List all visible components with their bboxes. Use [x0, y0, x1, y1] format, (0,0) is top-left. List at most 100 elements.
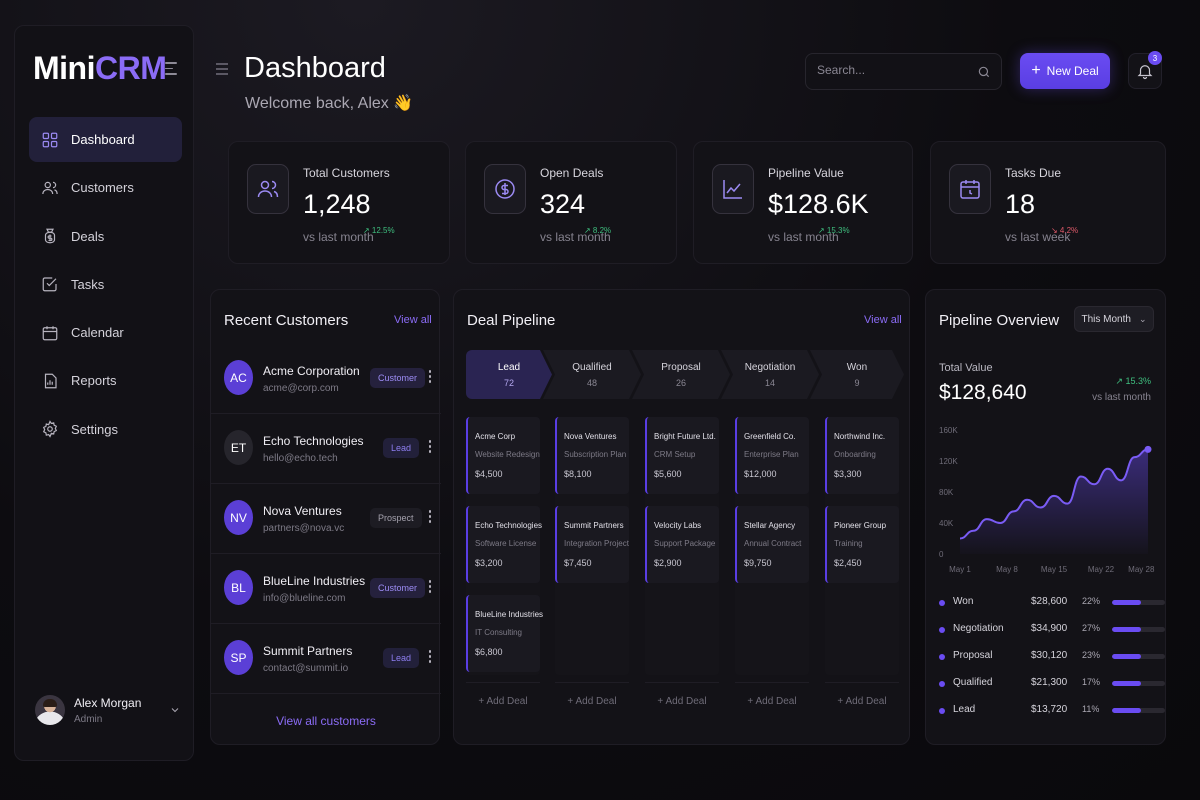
legend-progress-fill [1112, 708, 1142, 713]
stat-comparison: vs last month [303, 230, 374, 244]
stage-lead[interactable]: Lead 72 [466, 350, 552, 399]
deal-card[interactable]: Pioneer Group Training $2,450 [825, 506, 899, 583]
customer-email: partners@nova.vc [263, 523, 345, 534]
stage-count: 9 [854, 377, 860, 388]
add-deal-button[interactable]: + Add Deal [555, 682, 629, 719]
customer-name: Nova Ventures [263, 504, 342, 518]
app-logo[interactable]: MiniCRM [33, 50, 167, 87]
stat-change: ↘ 4.2% [1051, 226, 1079, 235]
legend-amount: $28,600 [1031, 596, 1068, 607]
deal-card[interactable]: Nova Ventures Subscription Plan $8,100 [555, 417, 629, 494]
deal-card[interactable]: BlueLine Industries IT Consulting $6,800 [466, 595, 543, 672]
list-item[interactable]: ET Echo Technologies hello@echo.tech Lea… [211, 414, 441, 484]
legend-name: Negotiation [953, 623, 1004, 634]
avatar [35, 695, 65, 725]
user-menu[interactable]: Alex Morgan Admin [35, 690, 185, 730]
sidebar-item-customers[interactable]: Customers [29, 165, 182, 210]
deal-card[interactable]: Summit Partners Integration Project $7,4… [555, 506, 629, 583]
customer-avatar: BL [224, 570, 253, 605]
add-deal-button[interactable]: + Add Deal [825, 682, 899, 719]
search-box[interactable] [805, 53, 1002, 90]
deal-card[interactable]: Echo Technologies Software License $3,20… [466, 506, 542, 583]
deal-amount: $9,750 [744, 558, 772, 568]
period-select[interactable]: This Month ⌄ [1074, 306, 1154, 332]
stat-label: Total Customers [303, 166, 390, 180]
x-tick-label: May 22 [1088, 565, 1115, 574]
list-item[interactable]: NV Nova Ventures partners@nova.vc Prospe… [211, 484, 441, 554]
deal-card[interactable]: Velocity Labs Support Package $2,900 [645, 506, 719, 583]
grid-icon [42, 132, 58, 147]
stat-comparison: vs last month [540, 230, 611, 244]
list-item[interactable]: AC Acme Corporation acme@corp.com Custom… [211, 344, 441, 414]
more-options-icon[interactable] [427, 650, 433, 664]
more-options-icon[interactable] [427, 510, 433, 524]
legend-row-won: Won $28,600 22% [939, 595, 1165, 611]
view-all-link[interactable]: View all [394, 314, 432, 326]
legend-dot [939, 708, 945, 714]
stage-name: Proposal [661, 361, 701, 373]
sidebar-item-deals[interactable]: Deals [29, 214, 182, 259]
deal-card[interactable]: Stellar Agency Annual Contract $9,750 [735, 506, 809, 583]
sidebar-item-tasks[interactable]: Tasks [29, 262, 182, 307]
pipeline-overview-panel: Pipeline Overview This Month ⌄ Total Val… [925, 289, 1166, 745]
deal-card[interactable]: Acme Corp Website Redesign $4,500 [466, 417, 540, 494]
more-options-icon[interactable] [427, 370, 433, 384]
y-tick-label: 120K [939, 457, 958, 466]
stat-card-total-customers: Total Customers 1,248 vs last month ↗ 12… [228, 141, 450, 264]
stage-won[interactable]: Won 9 [810, 350, 904, 399]
plus-icon: + [1031, 62, 1041, 79]
stage-count: 72 [503, 377, 514, 388]
legend-progress [1112, 681, 1165, 686]
customer-email: acme@corp.com [263, 383, 339, 394]
legend-row-proposal: Proposal $30,120 23% [939, 649, 1165, 665]
stage-proposal[interactable]: Proposal 26 [632, 350, 730, 399]
legend-percent: 22% [1082, 596, 1101, 606]
chevron-down-icon[interactable] [169, 704, 181, 716]
new-deal-label: New Deal [1046, 64, 1099, 78]
sidebar-item-reports[interactable]: Reports [29, 358, 182, 403]
legend-percent: 27% [1082, 623, 1101, 633]
stage-qualified[interactable]: Qualified 48 [543, 350, 641, 399]
panel-title: Recent Customers [224, 312, 349, 329]
users-icon [42, 181, 58, 194]
search-icon[interactable] [977, 65, 991, 79]
stat-comparison: vs last week [1005, 230, 1071, 244]
add-deal-button[interactable]: + Add Deal [645, 682, 719, 719]
gear-icon [42, 420, 58, 439]
add-deal-button[interactable]: + Add Deal [735, 682, 809, 719]
page-title: Dashboard [244, 52, 386, 84]
deal-company: Acme Corp [475, 432, 516, 441]
sidebar-item-dashboard[interactable]: Dashboard [29, 117, 182, 162]
deal-amount: $8,100 [564, 469, 592, 479]
more-options-icon[interactable] [427, 440, 433, 454]
stage-negotiation[interactable]: Negotiation 14 [721, 350, 819, 399]
list-item[interactable]: BL BlueLine Industries info@blueline.com… [211, 554, 441, 624]
sidebar-item-calendar[interactable]: Calendar [29, 310, 182, 355]
view-all-customers-link[interactable]: View all customers [276, 714, 376, 728]
new-deal-button[interactable]: + New Deal [1020, 53, 1110, 89]
stat-card-tasks-due: Tasks Due 18 vs last week ↘ 4.2% [930, 141, 1166, 264]
more-options-icon[interactable] [427, 580, 433, 594]
legend-progress-fill [1112, 627, 1142, 632]
deal-description: IT Consulting [475, 628, 522, 637]
collapse-sidebar-icon[interactable] [165, 62, 179, 76]
sidebar-item-settings[interactable]: Settings [29, 407, 182, 452]
stat-change: ↗ 12.5% [363, 226, 395, 235]
deal-card[interactable]: Bright Future Ltd. CRM Setup $5,600 [645, 417, 719, 494]
welcome-message: Welcome back, Alex 👋 [245, 95, 414, 112]
view-all-link[interactable]: View all [864, 314, 902, 326]
menu-icon[interactable] [216, 63, 228, 75]
x-tick-label: May 15 [1041, 565, 1068, 574]
deal-card[interactable]: Northwind Inc. Onboarding $3,300 [825, 417, 899, 494]
deal-card[interactable]: Greenfield Co. Enterprise Plan $12,000 [735, 417, 809, 494]
stat-value: 18 [1005, 189, 1036, 219]
legend-dot [939, 627, 945, 633]
x-tick-label: May 1 [949, 565, 971, 574]
add-deal-button[interactable]: + Add Deal [466, 682, 540, 719]
list-item[interactable]: SP Summit Partners contact@summit.io Lea… [211, 624, 441, 694]
legend-percent: 11% [1082, 704, 1100, 714]
search-input[interactable] [817, 63, 972, 77]
stat-label: Pipeline Value [768, 166, 844, 180]
y-tick-label: 160K [939, 426, 958, 435]
series-endpoint[interactable] [1144, 445, 1152, 453]
